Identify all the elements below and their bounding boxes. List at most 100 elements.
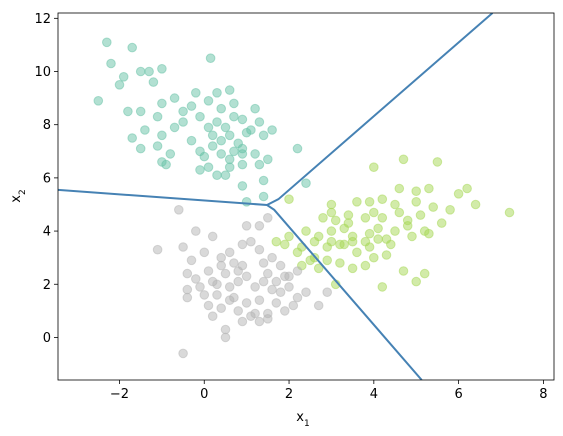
data-point xyxy=(178,348,188,359)
data-point xyxy=(237,316,248,327)
data-point xyxy=(241,271,252,282)
data-point xyxy=(326,199,337,210)
y-tick-label: 2 xyxy=(43,278,51,293)
data-point xyxy=(220,324,231,335)
data-point xyxy=(216,303,226,314)
x-tick-label: 6 xyxy=(454,387,462,402)
data-point xyxy=(339,223,350,234)
points-layer xyxy=(93,37,515,359)
data-point xyxy=(292,266,303,276)
y-tick-label: 4 xyxy=(43,225,51,240)
data-point xyxy=(419,268,430,279)
data-point xyxy=(186,255,197,266)
data-point xyxy=(229,146,239,157)
data-point xyxy=(322,242,333,252)
data-point xyxy=(284,271,294,282)
data-point xyxy=(301,178,311,188)
data-point xyxy=(106,58,116,69)
x-axis: −2 0 2 4 6 8 xyxy=(110,380,548,402)
y-tick-label: 0 xyxy=(43,331,51,346)
data-point xyxy=(250,149,260,159)
data-point xyxy=(212,170,222,180)
data-point xyxy=(220,268,231,279)
y-axis: 0 2 4 6 8 10 12 xyxy=(34,12,58,346)
data-point xyxy=(453,189,464,199)
data-point xyxy=(233,266,243,276)
data-point xyxy=(390,226,400,236)
data-point xyxy=(178,242,188,252)
data-point xyxy=(263,154,273,165)
data-point xyxy=(207,231,218,242)
data-point xyxy=(191,88,201,98)
data-point xyxy=(216,252,226,263)
x-axis-label: x1 xyxy=(296,410,309,429)
data-point xyxy=(241,298,252,308)
data-point xyxy=(263,213,273,223)
data-point xyxy=(229,111,239,122)
data-point xyxy=(301,226,311,236)
data-point xyxy=(186,101,197,111)
data-point xyxy=(267,125,277,135)
data-point xyxy=(237,114,248,125)
data-point xyxy=(241,221,252,231)
data-point xyxy=(398,266,409,276)
data-point xyxy=(284,194,294,204)
data-point xyxy=(207,276,218,287)
data-point xyxy=(127,133,137,143)
data-point xyxy=(233,306,243,316)
data-point xyxy=(411,276,422,287)
data-point xyxy=(284,231,294,242)
data-point xyxy=(203,162,214,172)
data-point xyxy=(203,96,214,106)
data-point xyxy=(343,210,354,220)
x-tick-label: 2 xyxy=(285,387,293,402)
data-point xyxy=(292,247,303,258)
decision-boundary-line xyxy=(266,13,494,206)
y-tick-label: 6 xyxy=(43,171,51,186)
data-point xyxy=(364,242,375,252)
data-point xyxy=(369,207,379,218)
data-point xyxy=(169,122,180,133)
data-point xyxy=(373,223,383,234)
data-point xyxy=(157,64,167,74)
data-point xyxy=(237,181,248,191)
data-point xyxy=(301,287,311,298)
data-point xyxy=(411,186,422,196)
data-point xyxy=(373,234,383,244)
data-point xyxy=(140,125,150,135)
data-point xyxy=(377,194,388,204)
data-point xyxy=(258,175,269,186)
decision-boundary-layer xyxy=(58,13,494,380)
data-point xyxy=(127,42,137,53)
data-point xyxy=(135,106,146,117)
data-point xyxy=(390,199,400,210)
data-point xyxy=(326,207,337,218)
decision-boundary-line xyxy=(266,204,423,380)
data-point xyxy=(309,236,320,247)
data-point xyxy=(415,210,426,220)
data-point xyxy=(305,255,316,266)
data-point xyxy=(284,282,294,292)
x-tick-label: 0 xyxy=(200,387,208,402)
data-point xyxy=(205,53,216,64)
data-point xyxy=(364,197,375,207)
data-point xyxy=(263,314,273,324)
data-point xyxy=(250,103,260,114)
x-tick-label: 8 xyxy=(539,387,547,402)
data-point xyxy=(233,276,243,287)
data-point xyxy=(237,239,248,250)
data-point xyxy=(144,66,154,77)
data-point xyxy=(313,300,324,311)
data-point xyxy=(339,239,350,250)
data-point xyxy=(258,276,269,287)
data-point xyxy=(411,197,422,207)
data-point xyxy=(377,213,388,223)
data-point xyxy=(292,143,303,154)
data-point xyxy=(224,85,235,95)
y-tick-label: 12 xyxy=(34,12,51,27)
data-point xyxy=(322,255,333,266)
data-point xyxy=(212,117,222,127)
data-point xyxy=(267,252,277,263)
data-point xyxy=(161,159,171,170)
